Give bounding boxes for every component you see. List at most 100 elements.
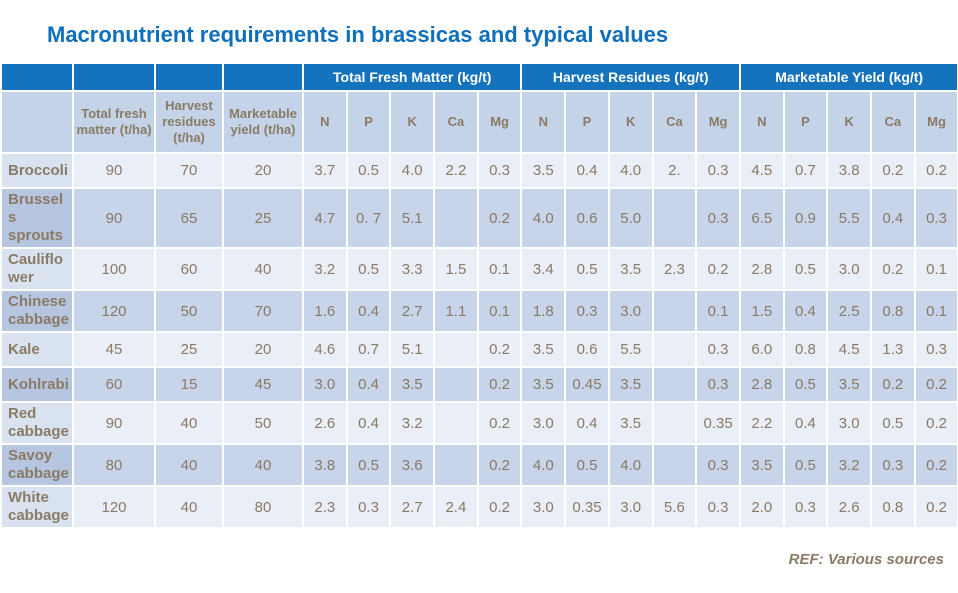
cell: 0.4 bbox=[564, 401, 610, 445]
cell: 0.35 bbox=[695, 401, 741, 445]
cell: 0.3 bbox=[695, 366, 741, 403]
group-header-spacer-3 bbox=[222, 62, 304, 92]
cell: 0.4 bbox=[870, 187, 916, 249]
group-header-spacer-1 bbox=[72, 62, 156, 92]
cell: 0. 7 bbox=[345, 187, 392, 249]
cell: 80 bbox=[72, 443, 156, 487]
cell: 120 bbox=[72, 485, 156, 529]
cell: 0.3 bbox=[695, 485, 741, 529]
table-row: Brussels sprouts 90 65 25 4.7 0. 7 5.1 0.2 4.0 0.… bbox=[0, 187, 958, 249]
cell: 0.4 bbox=[345, 401, 392, 445]
cell: 0.7 bbox=[782, 152, 829, 189]
cell: 40 bbox=[222, 247, 304, 291]
cell: 90 bbox=[72, 401, 156, 445]
cell: 4.6 bbox=[302, 331, 348, 368]
cell: 4.0 bbox=[607, 443, 654, 487]
cell: 50 bbox=[222, 401, 304, 445]
cell: 3.2 bbox=[302, 247, 348, 291]
cell: 2.2 bbox=[433, 152, 479, 189]
cell: 2.7 bbox=[389, 289, 436, 333]
column-header-k: K bbox=[389, 90, 436, 154]
cell: 3.8 bbox=[302, 443, 348, 487]
cell: 90 bbox=[72, 187, 156, 249]
cell: 3.8 bbox=[826, 152, 872, 189]
cell: 90 bbox=[72, 152, 156, 189]
group-header-marketable-yield-kg-t: Marketable Yield (kg/t) bbox=[738, 62, 958, 92]
cell: 2.6 bbox=[302, 401, 348, 445]
cell: 2.8 bbox=[738, 247, 785, 291]
table-row: Broccoli 90 70 20 3.7 0.5 4.0 2.2 0.3 3.5 0.4 4.0 2.… bbox=[0, 152, 958, 189]
cell: 0.2 bbox=[476, 485, 523, 529]
column-header-k: K bbox=[826, 90, 872, 154]
group-header-spacer-2 bbox=[154, 62, 224, 92]
cell: 0.5 bbox=[782, 247, 829, 291]
cell: 3.0 bbox=[520, 401, 567, 445]
cell: 0.4 bbox=[782, 401, 829, 445]
cell: 0.4 bbox=[345, 289, 392, 333]
cell: 3.0 bbox=[826, 247, 872, 291]
cell: 100 bbox=[72, 247, 156, 291]
table-row: White cabbage 120 40 80 2.3 0.3 2.7 2.4 0.2 3.0 0.… bbox=[0, 485, 958, 529]
cell: 3.2 bbox=[389, 401, 436, 445]
cell: 1.5 bbox=[433, 247, 479, 291]
column-header-p: P bbox=[564, 90, 610, 154]
cell: 0.45 bbox=[564, 366, 610, 403]
cell: 4.0 bbox=[520, 187, 567, 249]
cell: 0.3 bbox=[870, 443, 916, 487]
row-label-savoy-cabbage: Savoy cabbage bbox=[0, 443, 74, 487]
cell: 2.4 bbox=[433, 485, 479, 529]
cell: 0.2 bbox=[913, 485, 958, 529]
column-header-ca: Ca bbox=[433, 90, 479, 154]
cell: 60 bbox=[72, 366, 156, 403]
cell: 0.1 bbox=[913, 247, 958, 291]
cell: 0.3 bbox=[564, 289, 610, 333]
cell: 4.0 bbox=[389, 152, 436, 189]
cell: 5.5 bbox=[607, 331, 654, 368]
cell bbox=[433, 187, 479, 249]
cell: 45 bbox=[222, 366, 304, 403]
cell: 5.1 bbox=[389, 331, 436, 368]
row-label-broccoli: Broccoli bbox=[0, 152, 74, 189]
column-header-p: P bbox=[345, 90, 392, 154]
table-row: Cauliflo wer 100 60 40 3.2 0.5 3.3 1.5 0.1 3.4 0.5… bbox=[0, 247, 958, 291]
row-label-chinese-cabbage: Chinese cabbage bbox=[0, 289, 74, 333]
table-body: Broccoli 90 70 20 3.7 0.5 4.0 2.2 0.3 3.5 0.4 4.0 2.… bbox=[0, 152, 958, 529]
cell: 20 bbox=[222, 152, 304, 189]
cell: 0.8 bbox=[870, 289, 916, 333]
cell: 40 bbox=[154, 401, 224, 445]
cell: 0.4 bbox=[345, 366, 392, 403]
cell: 4.0 bbox=[520, 443, 567, 487]
group-header-total-fresh-matter-kg-t: Total Fresh Matter (kg/t) bbox=[301, 62, 523, 92]
cell: 0.3 bbox=[476, 152, 523, 189]
cell: 3.3 bbox=[389, 247, 436, 291]
cell: 3.5 bbox=[607, 401, 654, 445]
cell: 2.5 bbox=[826, 289, 872, 333]
cell: 1.5 bbox=[738, 289, 785, 333]
cell: 0.4 bbox=[564, 152, 610, 189]
cell bbox=[433, 401, 479, 445]
column-header-mg: Mg bbox=[476, 90, 523, 154]
cell: 1.6 bbox=[302, 289, 348, 333]
cell: 0.3 bbox=[913, 331, 958, 368]
cell: 0.5 bbox=[564, 443, 610, 487]
row-label-red-cabbage: Red cabbage bbox=[0, 401, 74, 445]
cell: 0.9 bbox=[782, 187, 829, 249]
cell: 0.2 bbox=[476, 443, 523, 487]
cell: 70 bbox=[154, 152, 224, 189]
reference-note: REF: Various sources bbox=[788, 551, 944, 568]
cell bbox=[651, 443, 698, 487]
cell bbox=[433, 443, 479, 487]
cell: 3.0 bbox=[607, 289, 654, 333]
row-label-brussels-sprouts: Brussels sprouts bbox=[0, 187, 74, 249]
cell: 2. bbox=[651, 152, 698, 189]
cell: 2.0 bbox=[738, 485, 785, 529]
cell: 0.3 bbox=[345, 485, 392, 529]
cell: 3.5 bbox=[826, 366, 872, 403]
column-header-k: K bbox=[607, 90, 654, 154]
cell: 4.7 bbox=[302, 187, 348, 249]
cell bbox=[433, 331, 479, 368]
cell: 0.3 bbox=[695, 152, 741, 189]
cell: 5.6 bbox=[651, 485, 698, 529]
cell bbox=[651, 331, 698, 368]
cell: 5.1 bbox=[389, 187, 436, 249]
